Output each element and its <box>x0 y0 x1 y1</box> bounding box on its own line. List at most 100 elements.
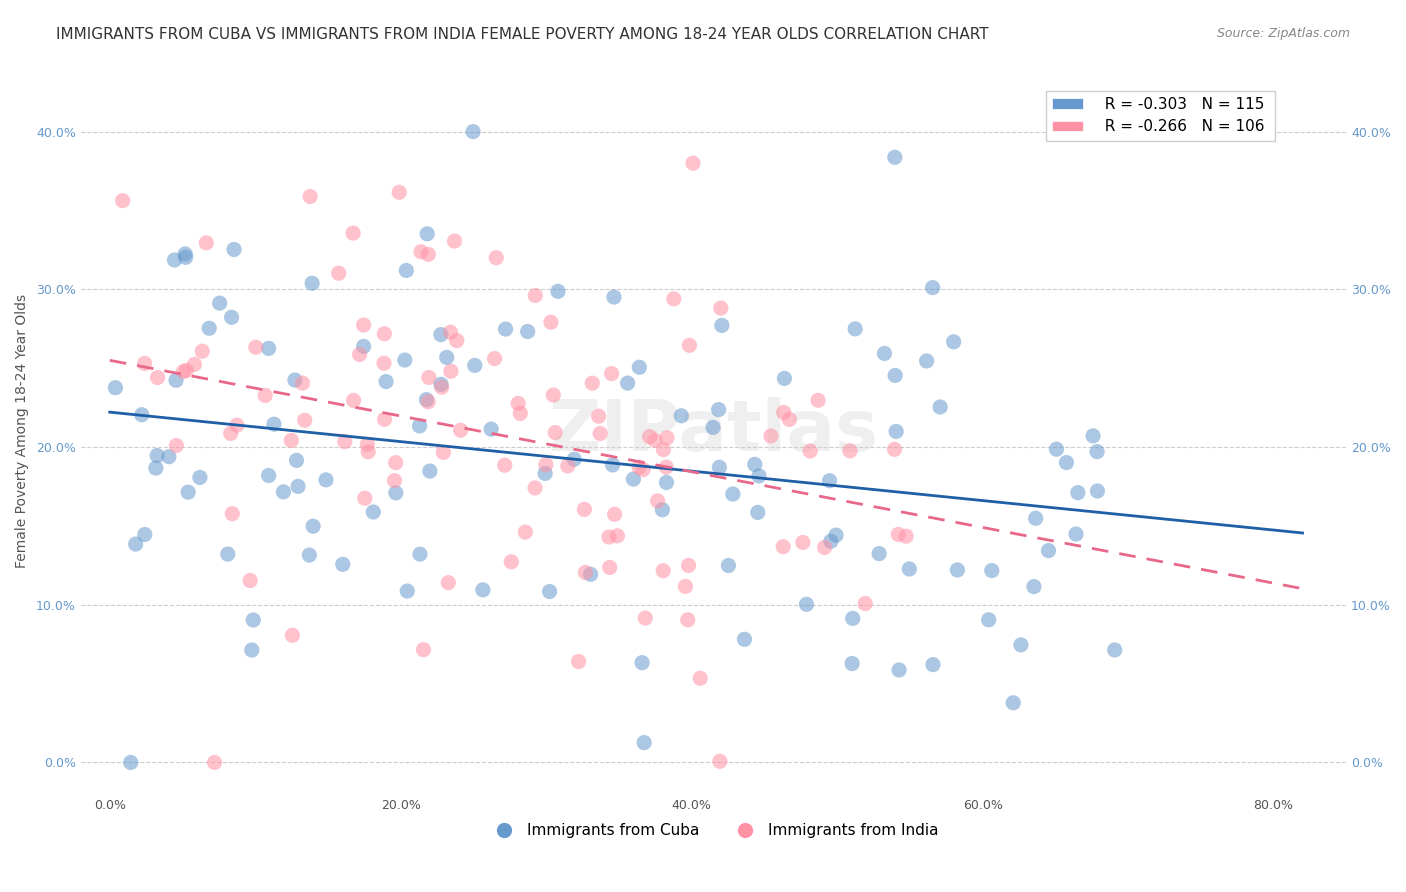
Immigrants from India <box>887 527 910 541</box>
Immigrants from India <box>894 529 917 543</box>
Immigrants from Cuba <box>709 460 731 475</box>
Immigrants from India <box>557 458 579 473</box>
Immigrants from Cuba <box>395 263 418 277</box>
Immigrants from India <box>544 425 567 440</box>
Immigrants from India <box>111 194 134 208</box>
Immigrants from Cuba <box>394 353 416 368</box>
Immigrants from Cuba <box>145 461 167 475</box>
Immigrants from India <box>430 380 453 394</box>
Immigrants from India <box>176 363 198 377</box>
Immigrants from India <box>673 579 696 593</box>
Immigrants from Cuba <box>157 450 180 464</box>
Immigrants from Cuba <box>603 290 626 304</box>
Immigrants from Cuba <box>332 558 354 572</box>
Immigrants from Cuba <box>516 325 538 339</box>
Immigrants from India <box>655 460 678 475</box>
Immigrants from Cuba <box>579 567 602 582</box>
Immigrants from India <box>357 444 380 458</box>
Immigrants from India <box>682 156 704 170</box>
Immigrants from India <box>412 642 434 657</box>
Immigrants from Cuba <box>1085 444 1108 458</box>
Immigrants from Cuba <box>942 334 965 349</box>
Immigrants from Cuba <box>120 756 142 770</box>
Immigrants from India <box>450 423 472 437</box>
Immigrants from Cuba <box>1081 429 1104 443</box>
Immigrants from Cuba <box>385 486 408 500</box>
Text: ZIPatlas: ZIPatlas <box>548 397 879 466</box>
Immigrants from Cuba <box>375 375 398 389</box>
Immigrants from India <box>373 356 395 370</box>
Immigrants from Cuba <box>946 563 969 577</box>
Immigrants from India <box>501 555 523 569</box>
Immigrants from Cuba <box>165 373 187 387</box>
Immigrants from India <box>388 186 411 200</box>
Immigrants from India <box>146 370 169 384</box>
Immigrants from Cuba <box>631 656 654 670</box>
Immigrants from India <box>772 405 794 419</box>
Immigrants from Cuba <box>408 419 430 434</box>
Immigrants from India <box>634 611 657 625</box>
Immigrants from India <box>568 655 591 669</box>
Immigrants from Cuba <box>302 519 325 533</box>
Immigrants from Cuba <box>174 250 197 264</box>
Immigrants from India <box>291 376 314 390</box>
Immigrants from India <box>652 564 675 578</box>
Immigrants from India <box>759 429 782 443</box>
Immigrants from India <box>183 358 205 372</box>
Immigrants from India <box>485 251 508 265</box>
Immigrants from India <box>280 434 302 448</box>
Immigrants from Cuba <box>773 371 796 385</box>
Immigrants from India <box>883 442 905 457</box>
Immigrants from India <box>418 394 440 409</box>
Immigrants from India <box>678 338 700 352</box>
Immigrants from Cuba <box>1025 511 1047 525</box>
Immigrants from India <box>384 474 406 488</box>
Immigrants from India <box>418 370 440 384</box>
Immigrants from Cuba <box>1010 638 1032 652</box>
Immigrants from India <box>647 494 669 508</box>
Immigrants from Cuba <box>301 277 323 291</box>
Immigrants from India <box>606 529 628 543</box>
Immigrants from India <box>134 356 156 370</box>
Text: IMMIGRANTS FROM CUBA VS IMMIGRANTS FROM INDIA FEMALE POVERTY AMONG 18-24 YEAR OL: IMMIGRANTS FROM CUBA VS IMMIGRANTS FROM … <box>56 27 988 42</box>
Immigrants from Cuba <box>177 485 200 500</box>
Immigrants from India <box>588 409 610 424</box>
Immigrants from India <box>676 613 699 627</box>
Immigrants from Cuba <box>146 449 169 463</box>
Immigrants from Cuba <box>430 327 453 342</box>
Immigrants from India <box>374 412 396 426</box>
Immigrants from India <box>589 426 612 441</box>
Immigrants from India <box>508 396 530 410</box>
Immigrants from Cuba <box>733 632 755 647</box>
Immigrants from Cuba <box>633 736 655 750</box>
Immigrants from Cuba <box>287 479 309 493</box>
Immigrants from India <box>515 525 537 540</box>
Immigrants from Cuba <box>868 547 890 561</box>
Immigrants from India <box>356 437 378 451</box>
Immigrants from Cuba <box>240 643 263 657</box>
Immigrants from India <box>652 442 675 457</box>
Immigrants from Cuba <box>747 505 769 519</box>
Immigrants from India <box>254 388 277 402</box>
Immigrants from India <box>439 325 461 339</box>
Immigrants from Cuba <box>841 657 863 671</box>
Immigrants from Cuba <box>284 373 307 387</box>
Immigrants from Cuba <box>651 502 673 516</box>
Immigrants from Cuba <box>285 453 308 467</box>
Immigrants from Cuba <box>495 322 517 336</box>
Immigrants from India <box>689 671 711 685</box>
Immigrants from Cuba <box>748 469 770 483</box>
Immigrants from Cuba <box>820 534 842 549</box>
Immigrants from Cuba <box>623 472 645 486</box>
Immigrants from India <box>409 244 432 259</box>
Immigrants from Cuba <box>415 392 437 407</box>
Immigrants from India <box>792 535 814 549</box>
Immigrants from Cuba <box>1038 543 1060 558</box>
Immigrants from Cuba <box>361 505 384 519</box>
Immigrants from India <box>628 460 651 475</box>
Immigrants from Cuba <box>416 227 439 241</box>
Immigrants from Cuba <box>1002 696 1025 710</box>
Immigrants from Cuba <box>929 400 952 414</box>
Immigrants from Cuba <box>922 657 945 672</box>
Immigrants from Cuba <box>707 402 730 417</box>
